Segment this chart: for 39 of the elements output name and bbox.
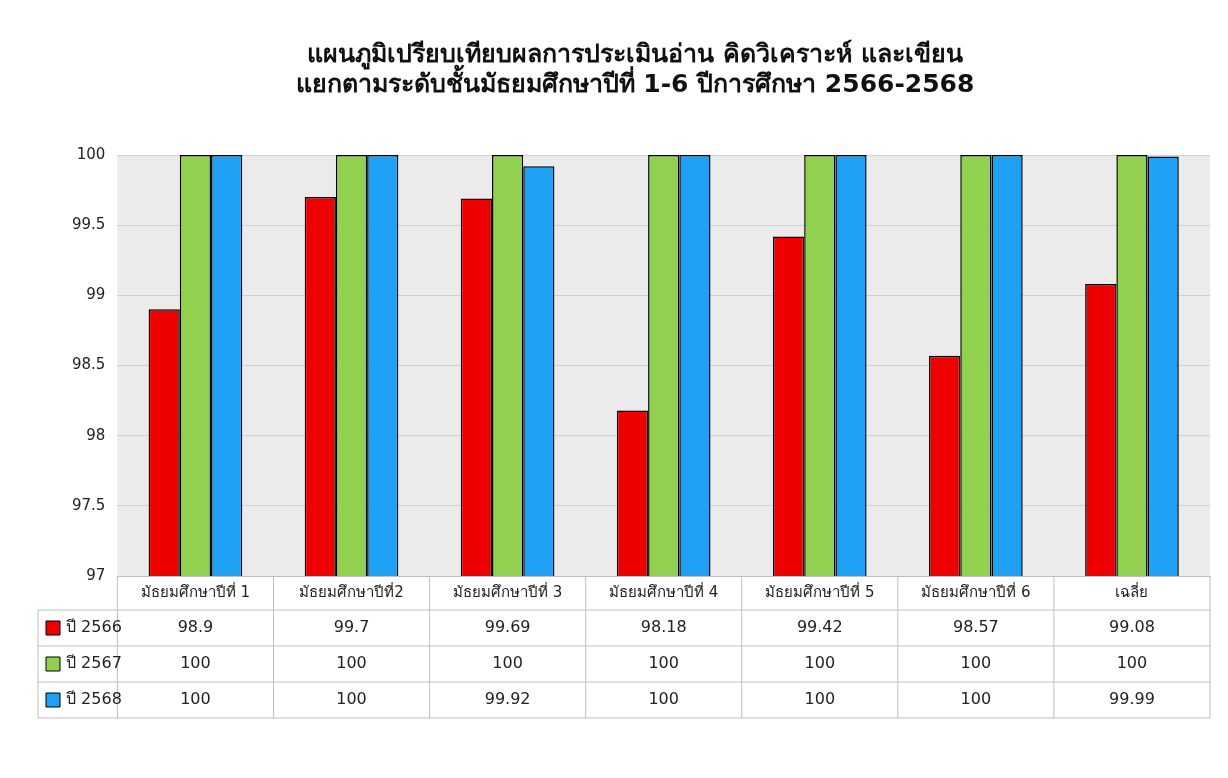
data-label: 100 [336,689,367,709]
y-tick-label: 98 [86,425,106,444]
x-tick-label: มัธยมศึกษาปีที่ 1 [140,580,251,601]
data-label: 99.08 [1109,617,1155,637]
legend-label: ปี 2566 [66,617,122,637]
legend-label: ปี 2568 [66,689,122,709]
data-label: 99.99 [1109,689,1155,709]
data-label: 100 [180,689,211,709]
x-tick-label: มัธยมศึกษาปีที่ 5 [765,580,875,601]
data-label: 99.92 [484,689,531,709]
data-label: 100 [492,653,523,673]
data-label: 98.18 [640,617,687,637]
y-tick-label: 99 [86,285,106,304]
data-label: 99.69 [484,617,531,637]
data-label: 100 [336,653,367,673]
x-tick-label: มัธยมศึกษาปีที่ 4 [609,580,719,601]
x-tick-label: มัธยมศึกษาปีที่ 6 [921,580,1031,601]
y-tick-label: 97 [86,565,106,584]
data-label: 100 [648,653,679,673]
chart-title: แผนภูมิเปรียบเทียบผลการประเมินอ่าน คิดวิเคราะห์ และเขียน แยกตามระดับชั้นมัธยมศึกษาปีที่ 1-6 ปีการศึกษา 2566-2568 [295,38,975,98]
y-tick-label: 98.5 [71,355,106,374]
data-label: 100 [804,653,836,673]
data-label: 100 [180,653,211,673]
x-tick-label: เฉลี่ย [1115,580,1149,601]
data-label: 100 [1116,653,1148,673]
y-tick-label: 97.5 [71,495,106,514]
y-tick-label: 99.5 [71,215,106,234]
data-label: 99.7 [333,617,370,637]
data-label: 98.57 [952,617,999,637]
data-label: 100 [960,653,992,673]
data-label: 100 [648,689,679,709]
data-label: 100 [960,689,992,709]
data-label: 98.9 [177,617,214,637]
legend-label: ปี 2567 [66,653,122,673]
x-tick-label: มัธยมศึกษาปีที่ 3 [452,580,563,601]
data-label: 99.42 [796,617,843,637]
x-tick-label: มัธยมศึกษาปีที่2 [299,580,404,601]
y-tick-label: 100 [76,144,106,163]
data-label: 100 [804,689,836,709]
